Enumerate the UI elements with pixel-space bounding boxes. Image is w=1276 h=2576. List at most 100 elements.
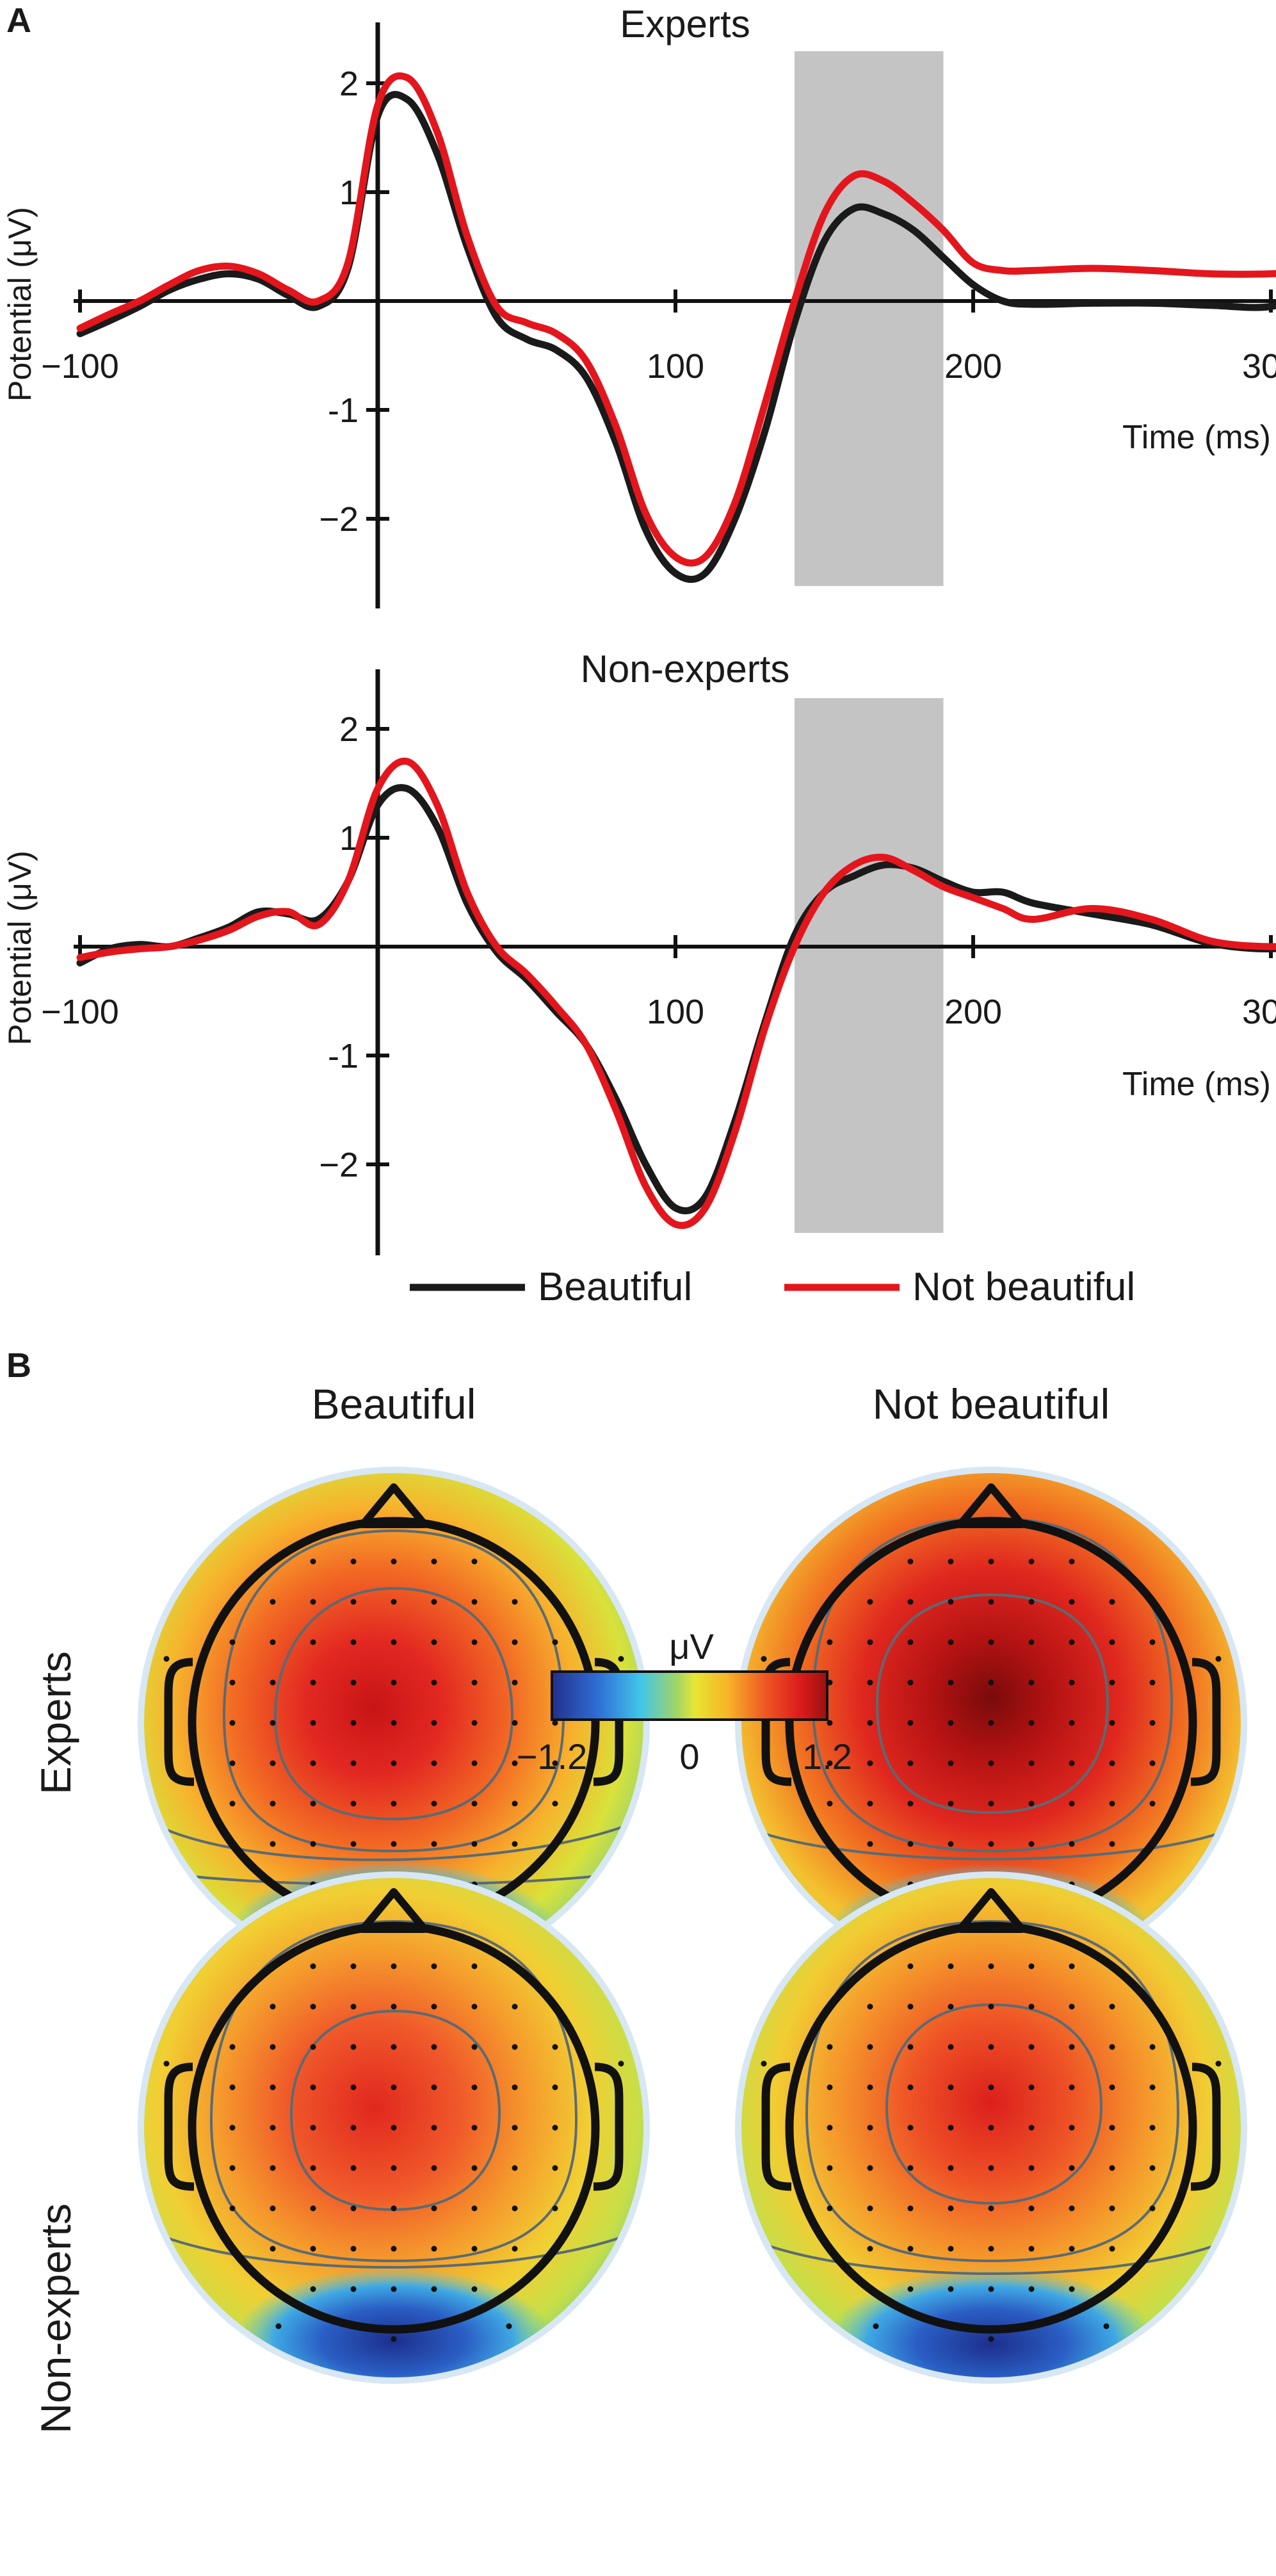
electrode-dot bbox=[350, 2003, 357, 2010]
electrode-dot bbox=[270, 2246, 276, 2252]
electrode-dot bbox=[391, 1720, 397, 1726]
electrode-dot bbox=[270, 1800, 276, 1807]
electrode-dot bbox=[948, 1800, 954, 1807]
electrode-dot bbox=[471, 2124, 478, 2131]
electrode-dot bbox=[229, 1639, 236, 1645]
electrode-dot bbox=[391, 1639, 397, 1645]
electrode-dot bbox=[310, 1963, 316, 1969]
electrode-dot bbox=[512, 1639, 518, 1645]
electrode-dot bbox=[471, 2003, 478, 2010]
electrode-dot bbox=[350, 2044, 357, 2050]
y-tick-label: -1 bbox=[328, 391, 359, 430]
electrode-dot bbox=[350, 1599, 357, 1605]
electrode-dot bbox=[431, 2246, 437, 2252]
electrode-dot bbox=[1109, 1679, 1115, 1686]
legend-label-beautiful: Beautiful bbox=[538, 1265, 692, 1309]
electrode-dot bbox=[270, 2124, 276, 2131]
electrode-dot bbox=[907, 1558, 914, 1565]
electrode-dot bbox=[1028, 1558, 1035, 1565]
electrode-dot bbox=[391, 1599, 397, 1605]
electrode-dot bbox=[431, 1599, 437, 1605]
electrode-dot bbox=[827, 2084, 833, 2091]
topomap-non-experts-beautiful bbox=[138, 1871, 650, 2384]
electrode-dot bbox=[867, 2165, 873, 2171]
x-axis-label: Time (ms) bbox=[1122, 419, 1271, 456]
electrode-dot bbox=[471, 2286, 478, 2292]
electrode-dot bbox=[1069, 2124, 1075, 2131]
electrode-dot bbox=[827, 1800, 833, 1807]
electrode-dot bbox=[350, 1963, 357, 1969]
electrode-dot bbox=[431, 2124, 437, 2131]
electrode-dot bbox=[988, 2124, 994, 2131]
electrode-dot bbox=[471, 1558, 478, 1565]
electrode-dot bbox=[350, 2165, 357, 2171]
electrode-dot bbox=[512, 2044, 518, 2050]
electrode-dot bbox=[1149, 1679, 1156, 1686]
electrode-dot bbox=[948, 1720, 954, 1726]
electrode-dot bbox=[1149, 1639, 1156, 1645]
y-tick-label: -1 bbox=[328, 1037, 359, 1075]
electrode-dot bbox=[391, 1760, 397, 1766]
plot-title: Experts bbox=[620, 3, 750, 45]
electrode-dot bbox=[270, 1720, 276, 1726]
electrode-dot bbox=[988, 2336, 994, 2342]
electrode-dot bbox=[310, 1800, 316, 1807]
electrode-dot bbox=[471, 1800, 478, 1807]
electrode-dot bbox=[867, 1800, 873, 1807]
electrode-dot bbox=[907, 2003, 914, 2010]
electrode-dot bbox=[948, 1599, 954, 1605]
electrode-dot bbox=[471, 2205, 478, 2212]
electrode-dot bbox=[229, 1720, 236, 1726]
electrode-dot bbox=[948, 2246, 954, 2252]
y-tick-label: 2 bbox=[339, 65, 359, 103]
electrode-dot bbox=[270, 2044, 276, 2050]
electrode-dot bbox=[512, 1800, 518, 1807]
electrode-dot bbox=[310, 2084, 316, 2091]
electrode-dot bbox=[229, 1760, 236, 1766]
electrode-dot bbox=[907, 1679, 914, 1686]
electrode-dot bbox=[310, 1760, 316, 1766]
electrode-dot bbox=[270, 1841, 276, 1847]
electrode-dot bbox=[1109, 2165, 1115, 2171]
electrode-dot bbox=[350, 2084, 357, 2091]
y-axis-label: Potential (μV) bbox=[2, 851, 38, 1045]
electrode-dot bbox=[391, 1800, 397, 1807]
electrode-dot bbox=[512, 1720, 518, 1726]
electrode-dot bbox=[907, 1800, 914, 1807]
electrode-dot bbox=[270, 2084, 276, 2091]
x-tick-label: −100 bbox=[41, 993, 119, 1031]
electrode-dot bbox=[873, 2323, 879, 2329]
electrode-dot bbox=[431, 2044, 437, 2050]
electrode-dot bbox=[270, 2003, 276, 2010]
electrode-dot bbox=[1109, 2124, 1115, 2131]
panel-b-label: B bbox=[6, 1346, 31, 1385]
electrode-dot bbox=[907, 2124, 914, 2131]
electrode-dot bbox=[867, 1720, 873, 1726]
colorbar-tick-min: −1.2 bbox=[517, 1736, 588, 1777]
electrode-dot bbox=[1069, 1800, 1075, 1807]
plot-title: Non-experts bbox=[581, 648, 790, 690]
electrode-dot bbox=[431, 2003, 437, 2010]
panel-a-label: A bbox=[6, 1, 31, 40]
electrode-dot bbox=[948, 2205, 954, 2212]
electrode-dot bbox=[1103, 2323, 1110, 2329]
electrode-dot bbox=[1109, 2044, 1115, 2050]
electrode-dot bbox=[948, 1679, 954, 1686]
electrode-dot bbox=[1149, 1720, 1156, 1726]
electrode-dot bbox=[391, 2124, 397, 2131]
erp-plot-non-experts: Non-experts −100100200300 21-1−2 Time (m… bbox=[2, 648, 1276, 1255]
electrode-dot bbox=[552, 2205, 558, 2212]
electrode-dot bbox=[1109, 2246, 1115, 2252]
electrode-dot bbox=[827, 2205, 833, 2212]
electrode-dot bbox=[270, 1679, 276, 1686]
electrode-dot bbox=[552, 2124, 558, 2131]
electrode-dot bbox=[1028, 2205, 1035, 2212]
electrode-dot bbox=[1215, 1656, 1222, 1662]
electrode-dot bbox=[310, 2246, 316, 2252]
electrode-dot bbox=[948, 2044, 954, 2050]
electrode-dot bbox=[988, 1599, 994, 1605]
electrode-dot bbox=[431, 1679, 437, 1686]
series-not-beautiful bbox=[76, 757, 1276, 1229]
electrode-dot bbox=[552, 1720, 558, 1726]
